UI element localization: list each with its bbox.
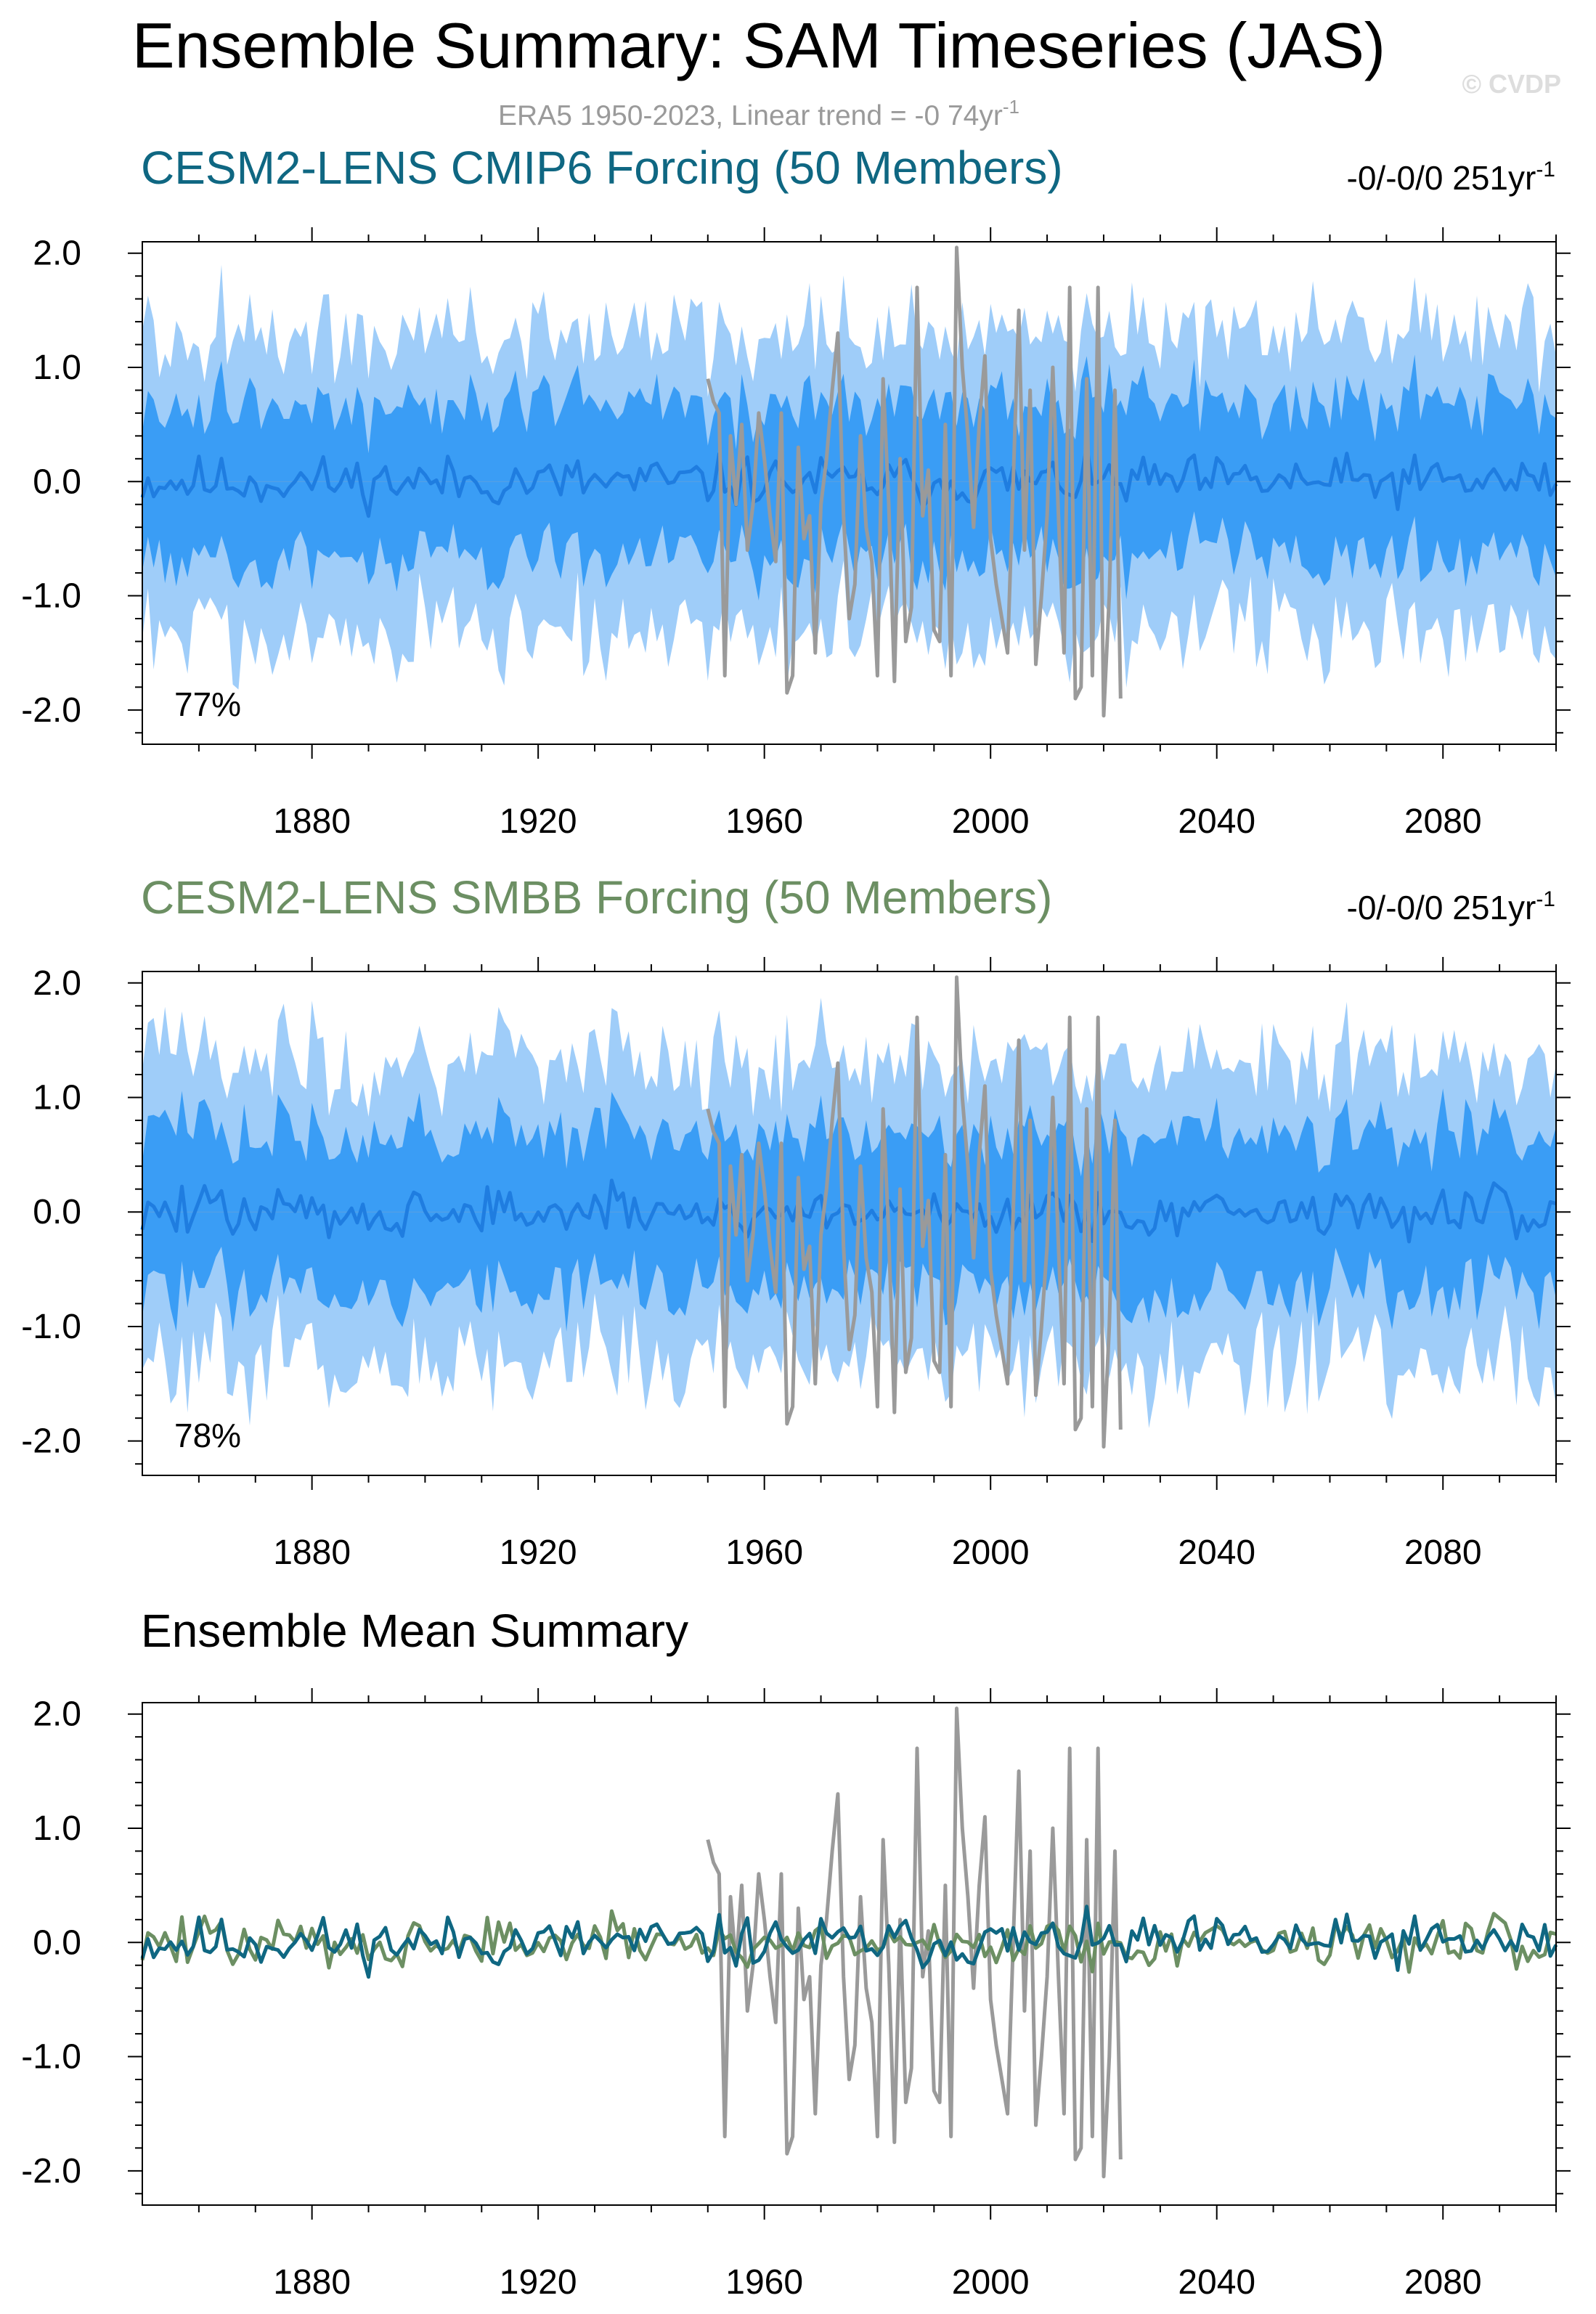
- x-tick-label: 1960: [725, 2263, 803, 2302]
- panel-1-axes: 2.0 1.0 0.0 -1.0 -2.0 1880 1920 1960 2000 2040 208…: [21, 227, 1571, 841]
- x-tick-label: 1920: [500, 2263, 577, 2302]
- main-subtitle: ERA5 1950-2023, Linear trend = -0 74yr-1: [498, 96, 1019, 131]
- panel-3-axes: 2.0 1.0 0.0 -1.0 -2.0 1880 1920 1960 2000 2040 208…: [21, 1688, 1571, 2302]
- panel-1: CESM2-LENS CMIP6 Forcing (50 Members) -0/…: [140, 142, 1558, 723]
- x-tick-label: 2000: [952, 2263, 1030, 2302]
- watermark: © CVDP: [1462, 69, 1561, 99]
- y-tick-label: 1.0: [33, 1809, 81, 1848]
- x-tick-label: 1880: [273, 802, 351, 841]
- ensemble-mean-line: [140, 444, 1558, 518]
- trend-label: -0/-0/0 251yr-1: [1347, 887, 1555, 926]
- era5-observed-line: [706, 975, 1123, 1449]
- x-tick-label: 1880: [273, 1533, 351, 1572]
- percentage-label: 77%: [174, 685, 241, 723]
- y-tick-label: 2.0: [33, 235, 81, 273]
- trend-label: -0/-0/0 251yr-1: [1347, 158, 1555, 197]
- x-tick-label: 1880: [273, 2263, 351, 2302]
- y-tick-label: -2.0: [21, 691, 81, 730]
- x-tick-label: 2000: [952, 1533, 1030, 1572]
- main-title: Ensemble Summary: SAM Timeseries (JAS): [132, 9, 1385, 81]
- plot-frame: [142, 241, 1557, 745]
- x-tick-label: 2040: [1178, 802, 1255, 841]
- x-tick-label: 1960: [725, 802, 803, 841]
- y-tick-label: -1.0: [21, 2038, 81, 2077]
- panel-title: CESM2-LENS CMIP6 Forcing (50 Members): [141, 142, 1063, 194]
- plot-frame: [142, 971, 1557, 1476]
- y-tick-label: -1.0: [21, 1308, 81, 1346]
- panel-2: CESM2-LENS SMBB Forcing (50 Members) -0/-…: [140, 871, 1557, 1454]
- era5-observed-line: [706, 1706, 1123, 2179]
- x-tick-label: 2000: [952, 802, 1030, 841]
- y-tick-label: 0.0: [33, 1923, 81, 1962]
- y-tick-label: -2.0: [21, 1422, 81, 1461]
- x-tick-label: 1920: [500, 802, 577, 841]
- percentage-label: 78%: [174, 1417, 241, 1454]
- x-tick-label: 2040: [1178, 2263, 1255, 2302]
- panels-container: CESM2-LENS CMIP6 Forcing (50 Members) -0/…: [21, 142, 1571, 2302]
- plot-frame: [142, 1702, 1557, 2206]
- y-tick-label: 0.0: [33, 463, 81, 501]
- panel-title: Ensemble Mean Summary: [141, 1605, 688, 1657]
- x-tick-label: 2040: [1178, 1533, 1255, 1572]
- cmip6-ensemble-mean-line: [140, 1904, 1558, 1979]
- x-tick-label: 2080: [1404, 1533, 1482, 1572]
- y-tick-label: -2.0: [21, 2152, 81, 2191]
- x-tick-label: 1920: [500, 1533, 577, 1572]
- y-tick-label: 2.0: [33, 964, 81, 1003]
- y-tick-label: 2.0: [33, 1695, 81, 1734]
- panel-title: CESM2-LENS SMBB Forcing (50 Members): [141, 871, 1052, 924]
- y-tick-label: 0.0: [33, 1193, 81, 1231]
- y-tick-label: 1.0: [33, 349, 81, 387]
- y-tick-label: -1.0: [21, 577, 81, 616]
- panel-2-axes: 2.0 1.0 0.0 -1.0 -2.0 1880 1920 1960 2000 2040 208…: [21, 957, 1571, 1572]
- panel-3: Ensemble Mean Summary: [140, 1605, 1558, 2179]
- x-tick-label: 2080: [1404, 802, 1482, 841]
- ensemble-mean-line: [140, 1178, 1557, 1244]
- x-tick-label: 1960: [725, 1533, 803, 1572]
- y-tick-label: 1.0: [33, 1079, 81, 1117]
- era5-observed-line: [706, 245, 1123, 718]
- x-tick-label: 2080: [1404, 2263, 1482, 2302]
